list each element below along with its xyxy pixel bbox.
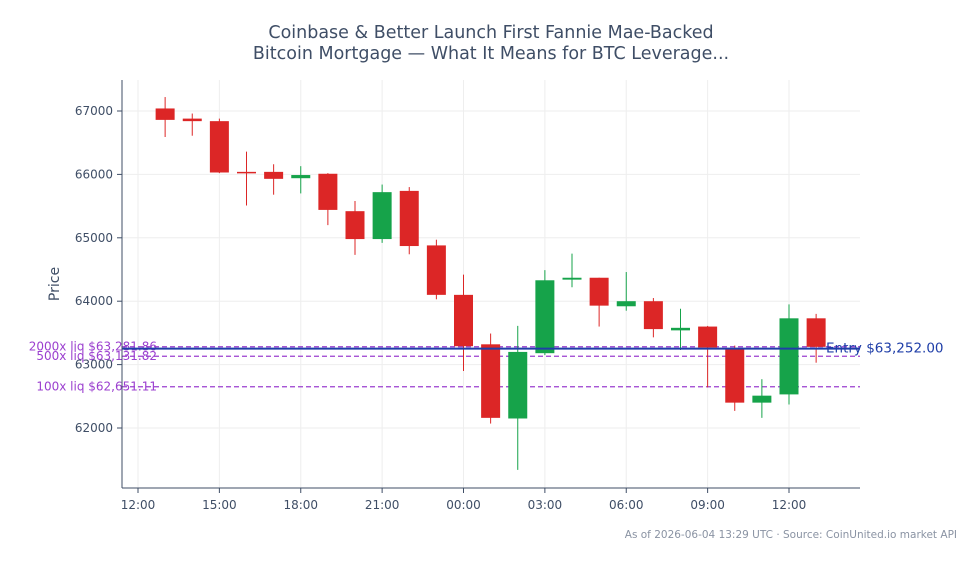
candle-body [264,171,284,179]
candle-body [481,344,501,418]
candle-body [671,327,690,331]
x-tick-label: 09:00 [690,498,725,512]
x-tick-label: 12:00 [121,498,156,512]
candle-body [345,211,365,240]
candle-body [426,245,446,295]
x-tick-label: 06:00 [609,498,644,512]
candle-body [589,277,609,306]
candle-body [399,190,419,247]
liquidation-label: 500x liq $63,131.82 [36,349,157,363]
chart-title-line-2: Bitcoin Mortgage — What It Means for BTC… [253,44,729,64]
y-tick-label: 65000 [75,231,113,245]
candle-body [616,301,636,307]
x-tick-label: 00:00 [446,498,481,512]
x-tick-label: 18:00 [283,498,318,512]
candle-body [725,348,745,403]
x-tick-label: 03:00 [528,498,563,512]
x-tick-label: 12:00 [772,498,807,512]
candle-body [779,318,799,395]
entry-line-group: Entry $63,252.00 [122,341,944,357]
chart-title-line-1: Coinbase & Better Launch First Fannie Ma… [268,23,713,43]
x-tick-label: 21:00 [365,498,400,512]
candle-body [318,173,338,210]
candle-body [535,280,555,354]
liquidation-label: 2000x liq $63,281.86 [29,340,157,354]
y-tick-label: 66000 [75,167,113,181]
candle-body [508,351,528,419]
x-tick-label: 15:00 [202,498,237,512]
candle-body [752,395,772,403]
y-tick-label: 63000 [75,358,113,372]
y-tick-label: 62000 [75,421,113,435]
candle-body [182,118,202,122]
candle-body [291,175,311,179]
y-tick-label: 67000 [75,104,113,118]
candle-body [806,318,826,347]
footer-source: As of 2026-06-04 13:29 UTC · Source: Coi… [625,529,957,541]
candle-body [698,326,718,348]
entry-label: Entry $63,252.00 [826,341,944,357]
candle-body [643,301,663,330]
y-axis-ticks: 62000 63000 64000 65000 66000 67000 [75,104,122,435]
candle-body [372,192,392,240]
candle-body [562,277,582,280]
candle-body [155,108,175,120]
candles [155,97,826,470]
grid-lines [122,80,860,488]
y-axis-label: Price [47,267,63,301]
x-axis-ticks: 12:00 15:00 18:00 21:00 00:00 03:00 06:00 09:00… [121,488,807,512]
candle-body [209,121,229,173]
liquidation-label: 100x liq $62,651.11 [36,380,157,394]
y-tick-label: 64000 [75,294,113,308]
candle-body [237,171,256,174]
candle-body [454,294,473,347]
